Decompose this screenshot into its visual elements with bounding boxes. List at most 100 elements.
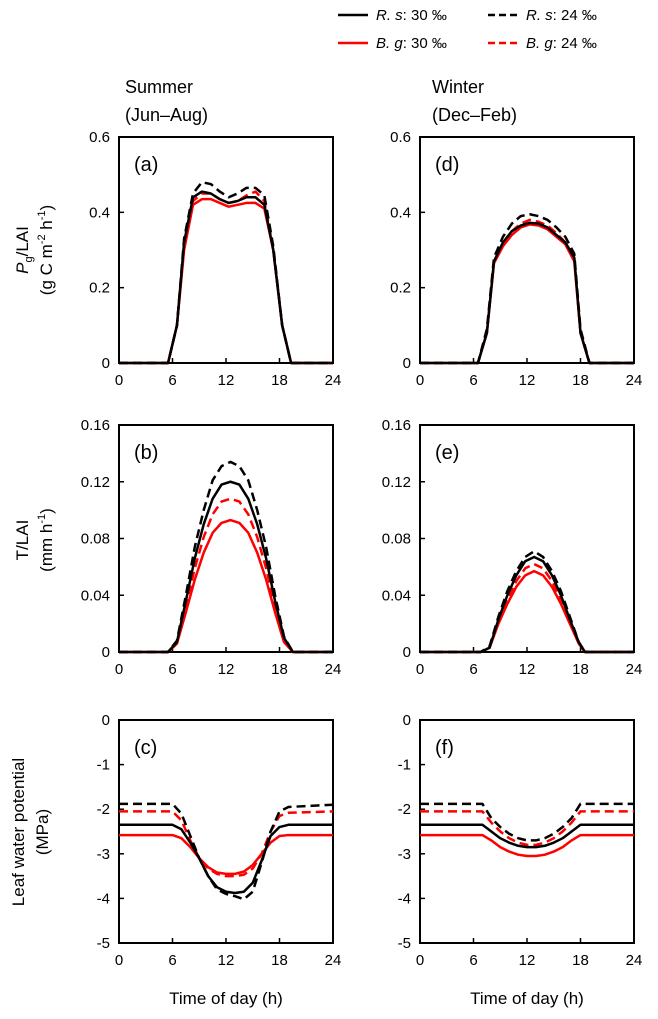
series-line-R--s--30-- xyxy=(119,190,333,365)
legend-label-3: B. g: 24 ‰ xyxy=(526,35,597,52)
y-tick-label: 0.2 xyxy=(390,280,411,297)
column-title: Summer xyxy=(125,77,193,97)
x-tick-label: 18 xyxy=(271,372,288,389)
y-axis-label-t-part: -1 xyxy=(36,514,48,524)
legend-species: B. g xyxy=(526,35,553,52)
series-line-R--s--24-- xyxy=(119,802,334,901)
series-line-B--g--30-- xyxy=(420,569,634,654)
column-title: Winter xyxy=(432,77,484,97)
y-axis-label-pg-part: h xyxy=(37,220,56,234)
legend-species: B. g xyxy=(376,35,403,52)
legend-species: R. s xyxy=(526,7,553,24)
y-tick-label: 0 xyxy=(102,644,110,661)
y-axis-label-pg: Pg/LAI(g C m-2 h-1) xyxy=(13,205,56,295)
series-line-B--g--24-- xyxy=(420,218,634,365)
series-line-R--s--30-- xyxy=(420,555,634,654)
y-axis-label-pg-part: (g C m xyxy=(37,244,56,295)
series-line-B--g--24-- xyxy=(420,810,634,847)
panel-label: (c) xyxy=(134,737,157,759)
legend-label-0: R. s: 30 ‰ xyxy=(376,7,447,24)
x-tick-label: 24 xyxy=(325,661,342,678)
x-tick-label: 12 xyxy=(519,661,536,678)
legend-salinity: : 24 ‰ xyxy=(553,35,597,52)
y-tick-label: 0.16 xyxy=(382,417,411,434)
panel-label: (b) xyxy=(134,442,158,464)
y-tick-label: 0.12 xyxy=(81,474,110,491)
y-tick-label: -4 xyxy=(398,890,411,907)
series-line-B--g--30-- xyxy=(119,518,333,654)
x-tick-label: 24 xyxy=(626,372,643,389)
y-axis-label-lwp-line: (MPa) xyxy=(33,809,52,855)
y-axis-label-t-part: ) xyxy=(37,508,56,514)
y-axis-label-t-part: T/LAI xyxy=(13,520,32,561)
series-line-R--s--30-- xyxy=(420,221,634,365)
x-tick-label: 12 xyxy=(519,372,536,389)
x-tick-label: 24 xyxy=(626,952,643,969)
y-tick-label: -3 xyxy=(97,846,110,863)
y-axis-label-pg-part: /LAI xyxy=(13,226,32,256)
series-line-B--g--30-- xyxy=(119,833,333,876)
y-tick-label: 0.4 xyxy=(390,204,411,221)
x-tick-label: 0 xyxy=(115,372,123,389)
y-axis-label-pg-part: g xyxy=(23,256,35,262)
series-line-R--s--24-- xyxy=(420,550,634,654)
y-tick-label: -5 xyxy=(97,935,110,952)
x-tick-label: 6 xyxy=(168,661,176,678)
y-tick-label: 0 xyxy=(102,712,110,729)
series-line-B--g--30-- xyxy=(420,833,634,858)
column-subtitle: (Dec–Feb) xyxy=(432,105,517,125)
y-tick-label: 0.08 xyxy=(81,531,110,548)
legend-salinity: : 30 ‰ xyxy=(403,35,447,52)
series-line-R--s--24-- xyxy=(420,212,634,365)
x-tick-label: 6 xyxy=(168,372,176,389)
y-tick-label: 0.2 xyxy=(89,280,110,297)
y-tick-label: -3 xyxy=(398,846,411,863)
y-axis-label-t-part: (mm h xyxy=(37,524,56,572)
y-tick-label: 0.4 xyxy=(89,204,110,221)
x-tick-label: 0 xyxy=(416,952,424,969)
y-tick-label: 0.16 xyxy=(81,417,110,434)
y-axis-label-lwp-line: Leaf water potential xyxy=(9,758,28,906)
y-axis-label-pg-part: -2 xyxy=(36,234,48,244)
x-tick-label: 6 xyxy=(469,952,477,969)
series-line-B--g--30-- xyxy=(119,197,333,365)
y-axis-label-t-line: T/LAI xyxy=(13,520,32,561)
x-tick-label: 18 xyxy=(572,661,589,678)
x-tick-label: 18 xyxy=(572,372,589,389)
x-tick-label: 24 xyxy=(626,661,643,678)
series-line-B--g--30-- xyxy=(420,223,634,365)
legend-species: R. s xyxy=(376,7,403,24)
x-axis-label: Time of day (h) xyxy=(169,989,283,1008)
legend-label-2: B. g: 30 ‰ xyxy=(376,35,447,52)
series-line-R--s--24-- xyxy=(119,460,333,654)
y-tick-label: -5 xyxy=(398,935,411,952)
x-tick-label: 24 xyxy=(325,952,342,969)
legend-salinity: : 24 ‰ xyxy=(553,7,597,24)
series-line-R--s--30-- xyxy=(420,823,634,849)
x-tick-label: 6 xyxy=(469,661,477,678)
series-line-R--s--24-- xyxy=(420,802,634,842)
series-line-B--g--24-- xyxy=(119,190,333,365)
x-tick-label: 18 xyxy=(271,952,288,969)
legend-label-1: R. s: 24 ‰ xyxy=(526,7,597,24)
y-tick-label: 0.12 xyxy=(382,474,411,491)
y-tick-label: -4 xyxy=(97,890,110,907)
y-tick-label: 0.6 xyxy=(390,129,411,146)
series-line-R--s--30-- xyxy=(119,480,333,654)
y-tick-label: -1 xyxy=(398,757,411,774)
y-axis-label-pg-part: -1 xyxy=(36,210,48,220)
y-axis-label-lwp-part: (MPa) xyxy=(33,809,52,855)
series-line-B--g--24-- xyxy=(119,810,334,878)
x-tick-label: 12 xyxy=(218,372,235,389)
x-axis-label: Time of day (h) xyxy=(470,989,584,1008)
x-tick-label: 6 xyxy=(168,952,176,969)
y-tick-label: 0.6 xyxy=(89,129,110,146)
panel-label: (d) xyxy=(435,154,459,176)
y-axis-label-lwp-part: Leaf water potential xyxy=(9,758,28,906)
y-axis-label-t: T/LAI (mm h-1) xyxy=(13,508,56,572)
y-tick-label: -2 xyxy=(97,801,110,818)
x-tick-label: 12 xyxy=(519,952,536,969)
y-tick-label: 0 xyxy=(403,712,411,729)
